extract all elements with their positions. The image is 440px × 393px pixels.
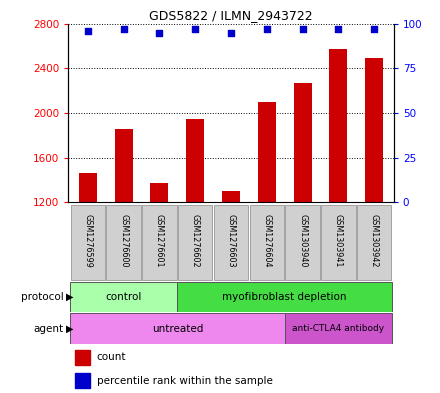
Text: protocol: protocol bbox=[21, 292, 64, 302]
Text: GSM1276603: GSM1276603 bbox=[227, 215, 235, 268]
Bar bbox=[75, 373, 90, 388]
Text: ▶: ▶ bbox=[66, 323, 73, 334]
Bar bbox=[75, 350, 90, 365]
Text: GSM1276600: GSM1276600 bbox=[119, 215, 128, 268]
Bar bbox=[177, 282, 392, 312]
Point bbox=[84, 28, 92, 34]
Text: GSM1303940: GSM1303940 bbox=[298, 215, 307, 268]
Bar bbox=[214, 205, 248, 280]
Text: anti-CTLA4 antibody: anti-CTLA4 antibody bbox=[292, 324, 385, 333]
Bar bbox=[70, 313, 285, 344]
Bar bbox=[115, 129, 132, 336]
Bar bbox=[293, 83, 312, 336]
Bar bbox=[71, 205, 105, 280]
Text: GSM1276599: GSM1276599 bbox=[83, 214, 92, 268]
Point bbox=[192, 26, 199, 32]
Text: GSM1276602: GSM1276602 bbox=[191, 214, 200, 268]
Bar bbox=[286, 205, 320, 280]
Text: untreated: untreated bbox=[152, 323, 203, 334]
Title: GDS5822 / ILMN_2943722: GDS5822 / ILMN_2943722 bbox=[149, 9, 313, 22]
Bar bbox=[249, 205, 284, 280]
Bar bbox=[258, 102, 276, 336]
Bar bbox=[357, 205, 391, 280]
Point bbox=[263, 26, 270, 32]
Bar bbox=[150, 184, 169, 336]
Text: GSM1303941: GSM1303941 bbox=[334, 215, 343, 268]
Bar bbox=[79, 173, 97, 336]
Bar bbox=[186, 119, 204, 336]
Bar bbox=[365, 58, 383, 336]
Point bbox=[370, 26, 378, 32]
Bar bbox=[285, 313, 392, 344]
Bar bbox=[222, 191, 240, 336]
Bar bbox=[142, 205, 176, 280]
Point bbox=[156, 29, 163, 36]
Text: GSM1276601: GSM1276601 bbox=[155, 215, 164, 268]
Text: myofibroblast depletion: myofibroblast depletion bbox=[223, 292, 347, 302]
Bar bbox=[330, 49, 347, 336]
Bar bbox=[178, 205, 213, 280]
Text: control: control bbox=[106, 292, 142, 302]
Point bbox=[335, 26, 342, 32]
Point bbox=[227, 29, 235, 36]
Bar bbox=[321, 205, 356, 280]
Text: GSM1276604: GSM1276604 bbox=[262, 215, 271, 268]
Text: agent: agent bbox=[34, 323, 64, 334]
Text: ▶: ▶ bbox=[66, 292, 73, 302]
Point bbox=[120, 26, 127, 32]
Text: count: count bbox=[97, 352, 126, 362]
Bar bbox=[70, 282, 177, 312]
Bar bbox=[106, 205, 141, 280]
Text: GSM1303942: GSM1303942 bbox=[370, 215, 379, 268]
Text: percentile rank within the sample: percentile rank within the sample bbox=[97, 376, 273, 386]
Point bbox=[299, 26, 306, 32]
